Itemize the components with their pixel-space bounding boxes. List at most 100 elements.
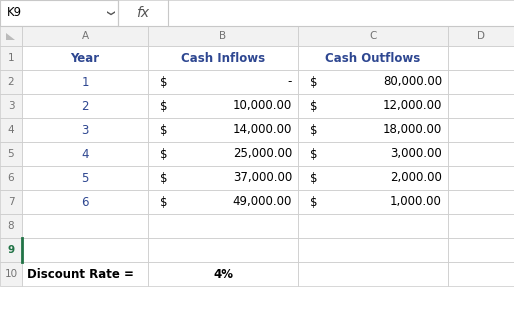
Bar (298, 214, 448, 238)
Text: 14,000.00: 14,000.00 (233, 123, 292, 137)
Text: -: - (288, 75, 292, 89)
Bar (448, 142, 514, 166)
Text: 2,000.00: 2,000.00 (390, 171, 442, 185)
Bar (148, 118, 298, 142)
Text: D: D (477, 31, 485, 41)
Bar (22, 94, 148, 118)
Text: 1: 1 (8, 53, 14, 63)
Text: 37,000.00: 37,000.00 (233, 171, 292, 185)
Bar (148, 190, 298, 214)
Text: $: $ (160, 123, 168, 137)
Text: C: C (370, 31, 377, 41)
Text: 7: 7 (8, 197, 14, 207)
Bar (148, 26, 298, 46)
Text: fx: fx (136, 6, 150, 20)
Bar (298, 46, 448, 70)
Text: 5: 5 (81, 171, 89, 185)
Bar (22, 214, 148, 238)
Bar (148, 46, 298, 70)
Bar (298, 118, 448, 142)
Bar (448, 46, 514, 70)
Bar (448, 94, 514, 118)
Bar (22, 238, 148, 262)
Bar (22, 26, 148, 46)
Bar (148, 142, 298, 166)
Text: $: $ (310, 171, 318, 185)
Text: ❯: ❯ (104, 10, 114, 16)
Bar (22, 142, 148, 166)
Bar (0, 46, 22, 70)
Bar (298, 26, 448, 46)
Text: B: B (219, 31, 227, 41)
Bar (0, 94, 22, 118)
Text: 25,000.00: 25,000.00 (233, 148, 292, 160)
Text: $: $ (160, 148, 168, 160)
Bar (0, 26, 22, 46)
Bar (22, 70, 148, 94)
Bar (148, 166, 298, 190)
Text: 10,000.00: 10,000.00 (233, 100, 292, 112)
Bar (148, 214, 298, 238)
Text: 3: 3 (81, 123, 89, 137)
Text: 49,000.00: 49,000.00 (233, 196, 292, 208)
Text: $: $ (160, 75, 168, 89)
Bar (0, 190, 22, 214)
Text: $: $ (310, 123, 318, 137)
Text: 18,000.00: 18,000.00 (383, 123, 442, 137)
Bar (298, 238, 448, 262)
Text: Discount Rate =: Discount Rate = (27, 268, 134, 280)
Text: 8: 8 (8, 221, 14, 231)
Bar (448, 70, 514, 94)
Bar (448, 166, 514, 190)
Text: 10: 10 (5, 269, 17, 279)
Bar (148, 238, 298, 262)
Bar (448, 118, 514, 142)
Bar (148, 94, 298, 118)
Polygon shape (6, 33, 15, 40)
Bar (0, 0, 514, 26)
Text: 80,000.00: 80,000.00 (383, 75, 442, 89)
Text: 2: 2 (81, 100, 89, 112)
Bar (298, 70, 448, 94)
Bar (0, 262, 22, 286)
Text: Cash Outflows: Cash Outflows (325, 51, 420, 64)
Bar (22, 166, 148, 190)
Text: 6: 6 (81, 196, 89, 208)
Text: 3,000.00: 3,000.00 (390, 148, 442, 160)
Bar (0, 214, 22, 238)
Bar (0, 118, 22, 142)
Bar (148, 70, 298, 94)
Text: A: A (81, 31, 88, 41)
Bar (22, 46, 148, 70)
Bar (0, 238, 22, 262)
Bar (298, 262, 448, 286)
Text: Cash Inflows: Cash Inflows (181, 51, 265, 64)
Text: $: $ (160, 171, 168, 185)
Bar (448, 214, 514, 238)
Bar (0, 0, 118, 26)
Bar (298, 190, 448, 214)
Bar (22, 190, 148, 214)
Text: $: $ (310, 100, 318, 112)
Text: 5: 5 (8, 149, 14, 159)
Bar (0, 142, 22, 166)
Bar (448, 238, 514, 262)
Text: $: $ (310, 196, 318, 208)
Bar (0, 70, 22, 94)
Text: Year: Year (70, 51, 100, 64)
Text: 12,000.00: 12,000.00 (382, 100, 442, 112)
Bar (298, 94, 448, 118)
Text: 4%: 4% (213, 268, 233, 280)
Text: 9: 9 (7, 245, 14, 255)
Text: 2: 2 (8, 77, 14, 87)
Text: K9: K9 (7, 7, 22, 19)
Text: 4: 4 (8, 125, 14, 135)
Text: 1: 1 (81, 75, 89, 89)
Text: $: $ (160, 196, 168, 208)
Bar (448, 262, 514, 286)
Text: 3: 3 (8, 101, 14, 111)
Bar (298, 142, 448, 166)
Text: 6: 6 (8, 173, 14, 183)
Text: 4: 4 (81, 148, 89, 160)
Text: $: $ (310, 75, 318, 89)
